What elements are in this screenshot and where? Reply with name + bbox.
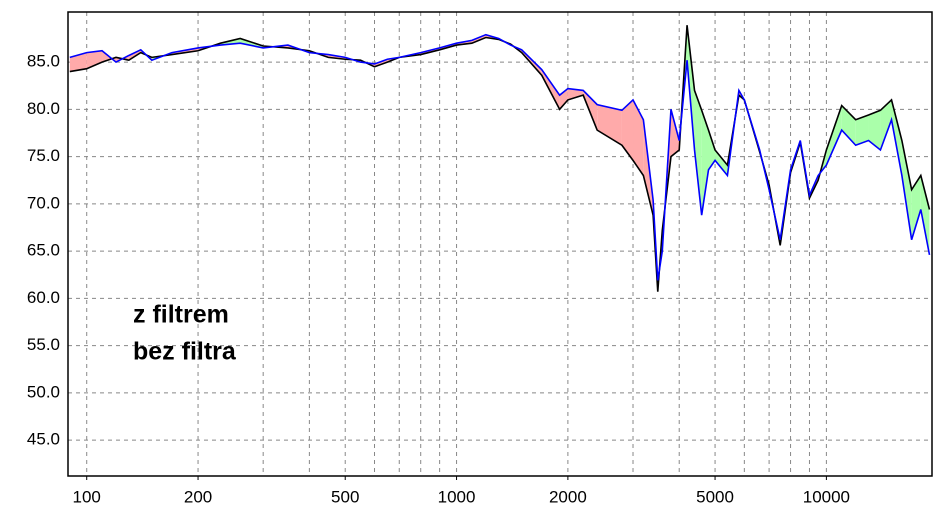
y-tick-label: 55.0: [27, 335, 60, 354]
plot-area: [68, 12, 932, 476]
x-tick-label: 500: [331, 487, 359, 506]
y-tick-label: 60.0: [27, 288, 60, 307]
x-tick-label: 5000: [696, 487, 734, 506]
y-tick-label: 50.0: [27, 382, 60, 401]
difference-fill: [621, 99, 634, 161]
difference-fill: [901, 140, 912, 240]
difference-fill: [708, 130, 716, 170]
legend-entry: bez filtra: [133, 338, 237, 366]
difference-fill: [567, 88, 584, 100]
x-tick-label: 200: [184, 487, 212, 506]
difference-fill: [891, 99, 902, 176]
difference-fill: [86, 50, 103, 69]
series-line: [69, 25, 931, 292]
series-line: [69, 33, 931, 281]
difference-fill: [597, 104, 622, 146]
y-tick-label: 45.0: [27, 430, 60, 449]
x-tick-label: 100: [73, 487, 101, 506]
y-tick-label: 75.0: [27, 146, 60, 165]
difference-fill: [855, 115, 869, 146]
difference-fill: [920, 175, 930, 255]
x-tick-label: 2000: [549, 487, 587, 506]
difference-fill: [694, 90, 702, 216]
difference-fill: [880, 99, 892, 150]
y-tick-label: 85.0: [27, 52, 60, 71]
difference-fill: [868, 110, 881, 150]
y-tick-label: 65.0: [27, 241, 60, 260]
y-tick-label: 80.0: [27, 99, 60, 118]
x-tick-label: 1000: [438, 487, 476, 506]
y-tick-label: 70.0: [27, 193, 60, 212]
difference-fill: [826, 105, 842, 166]
legend-entry: z filtrem: [133, 301, 229, 329]
difference-fill: [69, 52, 87, 72]
difference-fill: [911, 175, 921, 240]
plot-border: [67, 11, 933, 477]
difference-fill: [841, 105, 856, 146]
difference-fill: [670, 109, 680, 157]
x-tick-label: 10000: [803, 487, 850, 506]
difference-fill: [715, 149, 728, 176]
difference-fill: [701, 110, 709, 216]
difference-fill: [633, 99, 644, 176]
